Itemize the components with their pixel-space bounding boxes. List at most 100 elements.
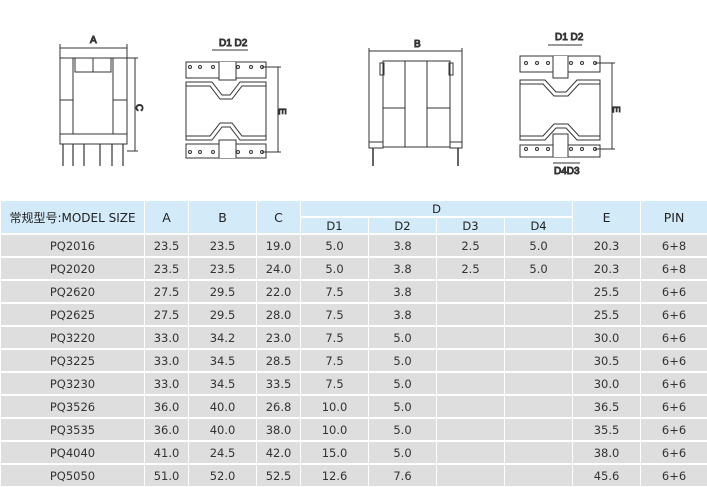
header-e: E <box>572 199 642 235</box>
dim-label-d1-d2: D1 D2 <box>555 32 584 43</box>
cell-d2: 5.0 <box>368 440 437 465</box>
cell-pin: 6+6 <box>640 348 707 373</box>
cell-d1: 7.5 <box>300 279 369 304</box>
cell-a: 51.0 <box>144 463 189 487</box>
cell-d4 <box>503 348 574 373</box>
cell-d4 <box>503 279 574 304</box>
dim-label-d4-d3: D4D3 <box>554 166 580 177</box>
dim-label-e: E <box>276 108 287 115</box>
drawing-side-view-b: B <box>368 39 463 166</box>
cell-a: 23.5 <box>144 256 189 281</box>
header-d1: D1 <box>300 216 369 235</box>
cell-d3 <box>436 348 505 373</box>
table-row: PQ2620 27.5 29.5 22.0 7.5 3.8 25.5 6+6 <box>0 279 707 304</box>
cell-d2: 3.8 <box>368 302 437 327</box>
cell-d4: 5.0 <box>503 256 574 281</box>
cell-a: 27.5 <box>144 302 189 327</box>
cell-c: 52.5 <box>256 463 301 487</box>
table-row: PQ3535 36.0 40.0 38.0 10.0 5.0 35.5 6+6 <box>0 417 707 442</box>
cell-b: 29.5 <box>188 302 257 327</box>
cell-pin: 6+6 <box>640 417 707 442</box>
drawing-top-view-d1-d2-e: D1 D2 E <box>185 38 288 159</box>
cell-d1: 7.5 <box>300 371 369 396</box>
table-row: PQ3526 36.0 40.0 26.8 10.0 5.0 36.5 6+6 <box>0 394 707 419</box>
cell-a: 33.0 <box>144 371 189 396</box>
dim-label-a: A <box>90 35 97 46</box>
cell-model: PQ2620 <box>0 279 145 304</box>
cell-a: 36.0 <box>144 394 189 419</box>
cell-d3 <box>436 394 505 419</box>
cell-c: 42.0 <box>256 440 301 465</box>
cell-pin: 6+6 <box>640 463 707 487</box>
cell-c: 33.5 <box>256 371 301 396</box>
cell-b: 52.0 <box>188 463 257 487</box>
cell-pin: 6+6 <box>640 394 707 419</box>
dim-label-e: E <box>610 106 621 113</box>
cell-c: 19.0 <box>256 233 301 258</box>
cell-e: 20.3 <box>572 256 642 281</box>
cell-b: 34.5 <box>188 371 257 396</box>
table-row: PQ5050 51.0 52.0 52.5 12.6 7.6 45.6 6+6 <box>0 463 707 487</box>
cell-d4 <box>503 417 574 442</box>
cell-d4 <box>503 325 574 350</box>
model-size-table: 常规型号:MODEL SIZE A B C D E PIN D1 D2 D3 D… <box>0 199 707 487</box>
cell-b: 29.5 <box>188 279 257 304</box>
dim-label-b: B <box>414 39 421 50</box>
cell-d2: 5.0 <box>368 325 437 350</box>
cell-c: 23.0 <box>256 325 301 350</box>
cell-d4 <box>503 440 574 465</box>
table-row: PQ2625 27.5 29.5 28.0 7.5 3.8 25.5 6+6 <box>0 302 707 327</box>
table-body: PQ2016 23.5 23.5 19.0 5.0 3.8 2.5 5.0 20.3 6+8 PQ2… <box>0 233 707 487</box>
cell-d1: 5.0 <box>300 256 369 281</box>
drawing-front-view-a: A C <box>59 35 145 166</box>
cell-model: PQ5050 <box>0 463 145 487</box>
cell-d1: 10.0 <box>300 417 369 442</box>
cell-model: PQ4040 <box>0 440 145 465</box>
cell-e: 20.3 <box>572 233 642 258</box>
dim-label-d1-d2: D1 D2 <box>219 38 248 49</box>
table-row: PQ2016 23.5 23.5 19.0 5.0 3.8 2.5 5.0 20.3 6+8 <box>0 233 707 258</box>
cell-a: 41.0 <box>144 440 189 465</box>
cell-model: PQ2016 <box>0 233 145 258</box>
cell-d3 <box>436 279 505 304</box>
cell-model: PQ3526 <box>0 394 145 419</box>
cell-d1: 7.5 <box>300 302 369 327</box>
cell-e: 30.0 <box>572 325 642 350</box>
cell-pin: 6+8 <box>640 233 707 258</box>
cell-b: 24.5 <box>188 440 257 465</box>
cell-d1: 10.0 <box>300 394 369 419</box>
header-pin: PIN <box>640 199 707 235</box>
cell-e: 25.5 <box>572 302 642 327</box>
cell-d2: 5.0 <box>368 394 437 419</box>
cell-a: 33.0 <box>144 325 189 350</box>
dim-label-c: C <box>133 104 144 111</box>
cell-d3 <box>436 325 505 350</box>
table-row: PQ2020 23.5 23.5 24.0 5.0 3.8 2.5 5.0 20.3 6+8 <box>0 256 707 281</box>
cell-pin: 6+6 <box>640 302 707 327</box>
table-row: PQ3220 33.0 34.2 23.0 7.5 5.0 30.0 6+6 <box>0 325 707 350</box>
cell-d4 <box>503 371 574 396</box>
cell-e: 30.0 <box>572 371 642 396</box>
cell-c: 28.5 <box>256 348 301 373</box>
cell-d3 <box>436 417 505 442</box>
cell-d2: 3.8 <box>368 256 437 281</box>
cell-model: PQ3535 <box>0 417 145 442</box>
cell-d2: 7.6 <box>368 463 437 487</box>
cell-d1: 7.5 <box>300 348 369 373</box>
cell-d3 <box>436 440 505 465</box>
table-row: PQ3230 33.0 34.5 33.5 7.5 5.0 30.0 6+6 <box>0 371 707 396</box>
cell-a: 33.0 <box>144 348 189 373</box>
cell-b: 23.5 <box>188 256 257 281</box>
header-b: B <box>188 199 257 235</box>
cell-c: 38.0 <box>256 417 301 442</box>
cell-pin: 6+6 <box>640 279 707 304</box>
cell-b: 34.5 <box>188 348 257 373</box>
cell-model: PQ3225 <box>0 348 145 373</box>
cell-a: 23.5 <box>144 233 189 258</box>
cell-e: 35.5 <box>572 417 642 442</box>
cell-d3 <box>436 302 505 327</box>
cell-a: 36.0 <box>144 417 189 442</box>
cell-d4: 5.0 <box>503 233 574 258</box>
cell-pin: 6+8 <box>640 256 707 281</box>
cell-e: 45.6 <box>572 463 642 487</box>
